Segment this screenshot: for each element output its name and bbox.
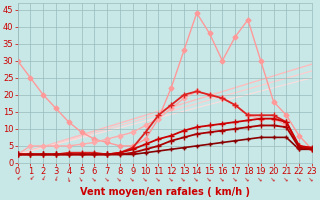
Text: ↓: ↓ <box>40 176 47 183</box>
Text: ↓: ↓ <box>91 175 98 183</box>
Text: ↓: ↓ <box>167 175 175 183</box>
Text: ↓: ↓ <box>116 175 124 183</box>
Text: ↓: ↓ <box>193 175 200 183</box>
Text: ↓: ↓ <box>270 175 277 183</box>
Text: ↓: ↓ <box>27 175 34 183</box>
Text: ↓: ↓ <box>257 175 264 183</box>
Text: ↓: ↓ <box>308 175 316 183</box>
Text: ↓: ↓ <box>206 175 213 183</box>
Text: ↓: ↓ <box>52 176 59 183</box>
Text: ↓: ↓ <box>142 175 149 183</box>
Text: ↓: ↓ <box>180 175 188 183</box>
Text: ↓: ↓ <box>295 175 303 183</box>
Text: ↓: ↓ <box>14 175 21 183</box>
Text: ↓: ↓ <box>283 175 290 183</box>
Text: ↓: ↓ <box>104 175 111 183</box>
Text: ↓: ↓ <box>244 175 252 183</box>
Text: ↓: ↓ <box>78 176 85 183</box>
Text: ↓: ↓ <box>231 175 239 183</box>
X-axis label: Vent moyen/en rafales ( km/h ): Vent moyen/en rafales ( km/h ) <box>80 187 250 197</box>
Text: ↓: ↓ <box>129 175 136 183</box>
Text: ↓: ↓ <box>219 175 226 183</box>
Text: ↓: ↓ <box>66 177 72 183</box>
Text: ↓: ↓ <box>155 175 162 183</box>
